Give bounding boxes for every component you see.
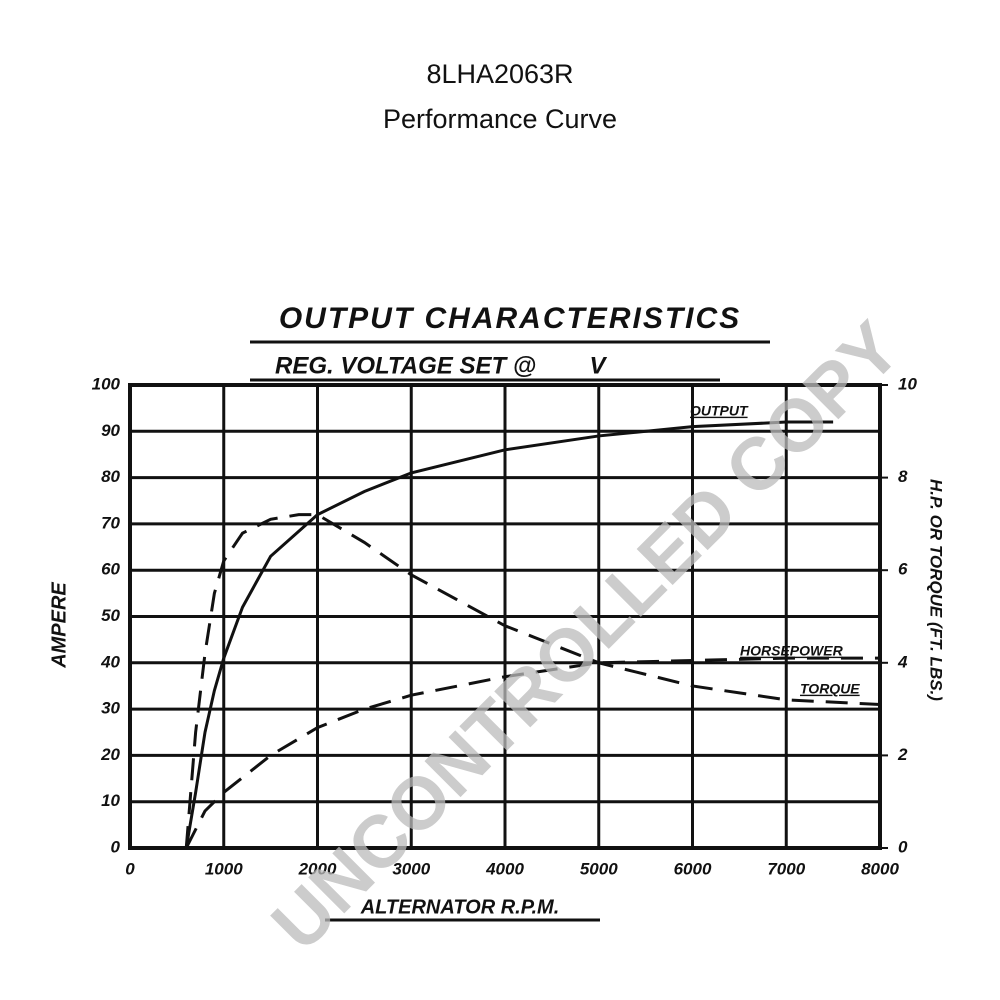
chart-title: OUTPUT CHARACTERISTICS: [279, 302, 741, 335]
y-tick-label: 20: [100, 745, 120, 764]
x-tick-label: 4000: [485, 859, 524, 878]
y2-axis-label: H.P. OR TORQUE (FT. LBS.): [927, 479, 946, 701]
y2-tick-label: 2: [897, 745, 908, 764]
plot: 0 1000 2000 3000 4000 5000 6000 7000 80000102030…: [92, 374, 918, 878]
y-tick-label: 60: [101, 560, 120, 579]
x-tick-label: 1000: [205, 859, 243, 878]
y-tick-label: 0: [111, 837, 121, 856]
series-line: [184, 513, 881, 849]
y-tick-label: 30: [101, 699, 120, 718]
x-tick-label: 6000: [674, 859, 712, 878]
x-tick-label: 2000: [298, 859, 337, 878]
series-label: HORSEPOWER: [740, 643, 844, 659]
y2-tick-label: 10: [898, 374, 917, 393]
x-axis-label: ALTERNATOR R.P.M.: [360, 896, 560, 918]
y2-tick-label: 0: [898, 837, 908, 856]
y-tick-label: 50: [101, 606, 120, 625]
series-line: [184, 420, 834, 849]
y2-tick-label: 6: [898, 560, 908, 579]
y-axis-label: AMPERE: [48, 582, 70, 669]
x-tick-label: 8000: [861, 859, 899, 878]
x-tick-label: 5000: [580, 859, 618, 878]
chart-subtitle: REG. VOLTAGE SET @ V: [275, 352, 608, 379]
page-subtitle: Performance Curve: [383, 104, 617, 134]
x-tick-label: 7000: [767, 859, 805, 878]
series-label: OUTPUT: [690, 403, 749, 419]
y2-tick-label: 4: [897, 652, 908, 671]
series-label: TORQUE: [800, 681, 860, 697]
y-tick-label: 10: [101, 791, 120, 810]
page-title: 8LHA2063R: [426, 59, 573, 89]
y-tick-label: 80: [101, 467, 120, 486]
y-tick-label: 100: [92, 374, 121, 393]
plot-frame: [128, 383, 882, 850]
series-line: [184, 656, 880, 849]
y-tick-label: 90: [101, 421, 120, 440]
y2-tick-label: 8: [898, 467, 908, 486]
x-tick-label: 0: [125, 859, 135, 878]
y-tick-label: 40: [100, 652, 120, 671]
y-tick-label: 70: [101, 513, 120, 532]
x-tick-label: 3000: [392, 859, 430, 878]
